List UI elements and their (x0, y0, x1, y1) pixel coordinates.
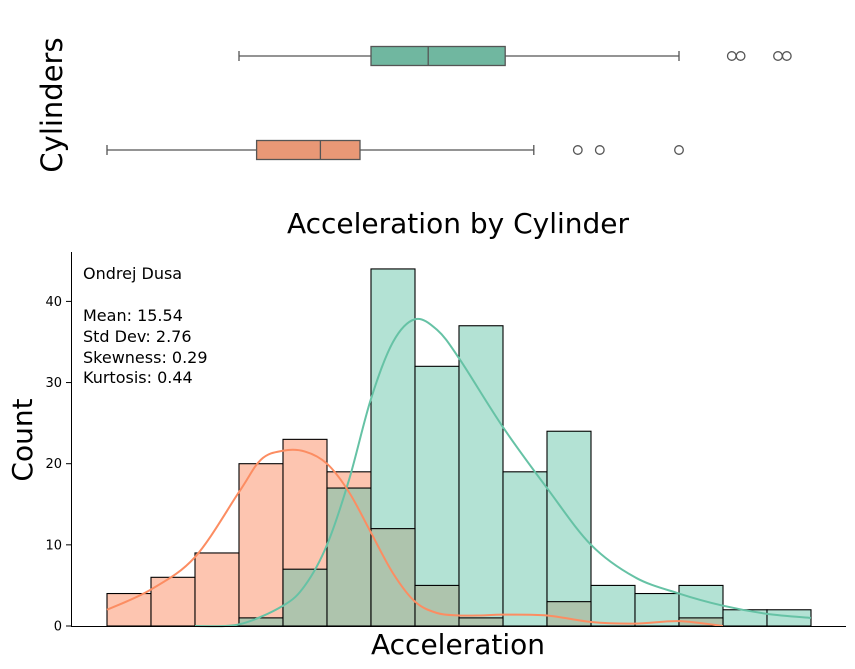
outlier-point (735, 51, 746, 61)
outlier-point (594, 145, 605, 155)
y-tick-label: 30 (45, 376, 62, 391)
y-tick-label: 0 (54, 620, 62, 635)
bar-group-a (590, 584, 636, 627)
bar-group-b (106, 592, 152, 627)
stat-mean: Mean: 15.54 (83, 306, 183, 325)
outlier-point (773, 51, 783, 61)
bar-group-a (502, 471, 548, 627)
box-iqr (370, 45, 506, 67)
bar-group-a (414, 365, 460, 627)
y-axis-label: Count (6, 398, 39, 481)
boxplot-ylabel: Cylinders (35, 37, 69, 172)
kde-line-group-a (194, 317, 812, 628)
box-group-a (238, 45, 792, 67)
bar-group-a (546, 430, 592, 627)
bar-overlap (458, 617, 504, 627)
outlier-point (572, 145, 583, 155)
boxplot-panel: Cylinders (35, 37, 792, 173)
bar-group-a (282, 568, 328, 627)
outlier-point (726, 51, 737, 61)
x-axis-label: Acceleration (371, 628, 545, 661)
histogram-panel: Acceleration by Cylinder 0 10 20 30 40 Count… (6, 207, 846, 661)
bar-group-a (458, 325, 504, 627)
y-tick-label: 40 (45, 295, 62, 310)
stat-std-dev: Std Dev: 2.76 (83, 327, 192, 346)
box-group-b (106, 139, 684, 161)
stats-annotation: Ondrej Dusa Mean: 15.54 Std Dev: 2.76 Sk… (83, 264, 208, 387)
stat-skewness: Skewness: 0.29 (83, 348, 208, 367)
y-tick-label: 10 (45, 538, 62, 553)
kde-line-group-b (106, 448, 724, 627)
bar-group-b (238, 463, 284, 627)
y-tick-label: 20 (45, 457, 62, 472)
author-label: Ondrej Dusa (83, 264, 182, 283)
bar-group-a (326, 487, 372, 627)
chart-title: Acceleration by Cylinder (287, 207, 630, 240)
box-iqr (255, 139, 361, 161)
bar-overlap (546, 601, 592, 627)
outlier-point (674, 145, 684, 155)
stat-kurtosis: Kurtosis: 0.44 (83, 368, 193, 387)
bar-group-b (194, 552, 240, 627)
outlier-point (781, 51, 792, 61)
